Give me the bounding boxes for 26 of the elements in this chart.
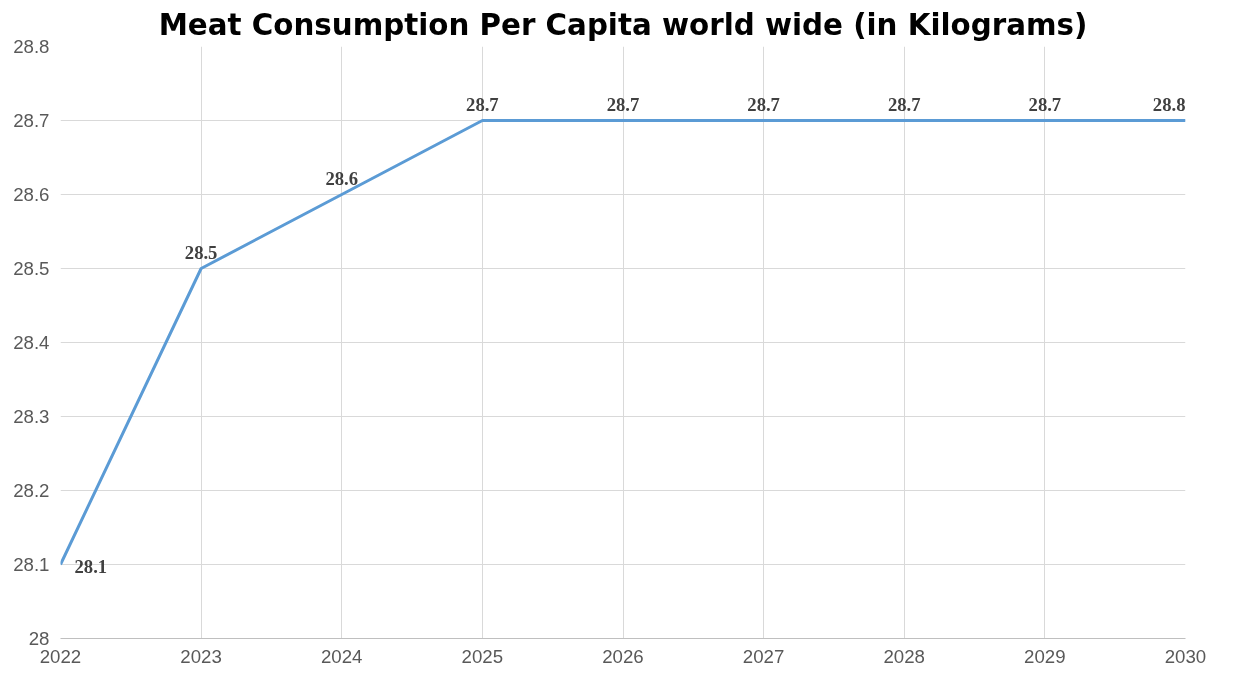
text: 28.1 <box>74 555 108 577</box>
x-tick-label: 2026 <box>602 645 644 667</box>
y-tick-label: 28.6 <box>13 184 50 205</box>
x-tick-label: 2030 <box>1164 645 1207 667</box>
text: 28.6 <box>325 167 359 189</box>
text: 28.5 <box>184 241 218 263</box>
text: 28.7 <box>1028 93 1062 115</box>
text: 28.7 <box>747 93 780 115</box>
y-tick-label: 28.8 <box>13 36 50 57</box>
text: 28.7 <box>887 93 921 115</box>
x-tick-label: 2029 <box>1024 645 1066 667</box>
text: 28.7 <box>606 93 640 115</box>
x-tick-label: 2027 <box>742 645 785 667</box>
x-tick-label: 2024 <box>321 645 363 667</box>
x-tick-label: 2025 <box>461 645 504 667</box>
y-tick-label: 28.1 <box>13 554 50 575</box>
y-tick-label: 28.5 <box>13 258 50 279</box>
text: 28.7 <box>466 93 499 115</box>
chart-title: Meat Consumption Per Capita world wide (in Kilograms) <box>158 7 1088 42</box>
y-tick-label: 28.7 <box>13 110 50 131</box>
y-tick-label: 28.3 <box>13 406 50 427</box>
text: 28.8 <box>1152 93 1186 115</box>
x-tick-label: 2023 <box>180 645 222 667</box>
y-tick-label: 28.2 <box>13 480 50 501</box>
y-tick-label: 28.4 <box>13 332 50 353</box>
x-tick-label: 2028 <box>883 645 926 667</box>
